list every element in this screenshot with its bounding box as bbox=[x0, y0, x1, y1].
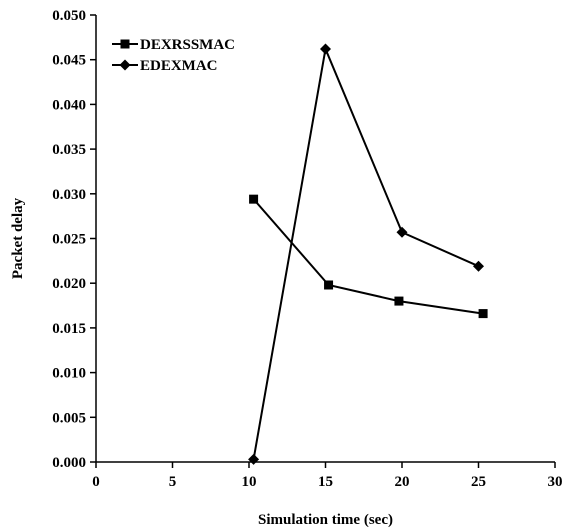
legend-marker bbox=[120, 39, 130, 49]
data-point bbox=[324, 280, 334, 290]
y-tick-label: 0.005 bbox=[52, 410, 86, 426]
data-point bbox=[473, 260, 484, 272]
x-tick-label: 20 bbox=[395, 474, 410, 490]
data-point bbox=[394, 296, 404, 306]
data-point bbox=[248, 453, 260, 465]
legend-label: DEXRSSMAC bbox=[140, 37, 235, 53]
data-point bbox=[249, 194, 259, 204]
x-tick-label: 30 bbox=[548, 474, 563, 490]
x-tick-label: 0 bbox=[92, 474, 100, 490]
series-line bbox=[252, 45, 479, 460]
y-tick-label: 0.045 bbox=[52, 53, 86, 69]
axes bbox=[95, 15, 555, 463]
legend-item: DEXRSSMAC bbox=[112, 37, 235, 53]
y-tick-label: 0.025 bbox=[52, 232, 86, 248]
data-point bbox=[320, 43, 331, 55]
legend-item: EDEXMAC bbox=[112, 58, 218, 74]
x-tick-label: 5 bbox=[169, 474, 177, 490]
series-group bbox=[248, 43, 488, 465]
x-tick-label: 25 bbox=[471, 474, 486, 490]
legend-label: EDEXMAC bbox=[140, 58, 218, 74]
data-point bbox=[478, 309, 488, 319]
x-tick-label: 15 bbox=[318, 474, 333, 490]
y-tick-label: 0.050 bbox=[52, 8, 86, 24]
data-point bbox=[396, 226, 408, 238]
series-dexrssmac bbox=[249, 194, 488, 319]
y-tick-label: 0.030 bbox=[52, 187, 86, 203]
x-axis-title: Simulation time (sec) bbox=[258, 512, 393, 528]
ticks: 0.000 0.005 0.010 0.015 0.020 0.025 0.030 0.035… bbox=[52, 8, 562, 490]
y-tick-label: 0.015 bbox=[52, 321, 86, 337]
legend-marker bbox=[119, 59, 131, 71]
y-tick-label: 0.000 bbox=[52, 455, 86, 471]
x-tick-label: 10 bbox=[242, 474, 257, 490]
y-tick-label: 0.020 bbox=[52, 276, 86, 292]
series-edexmac bbox=[248, 43, 484, 465]
y-axis-title: Packet delay bbox=[10, 197, 26, 279]
y-tick-label: 0.040 bbox=[52, 97, 86, 113]
series-line bbox=[252, 198, 484, 315]
y-tick-label: 0.035 bbox=[52, 142, 86, 158]
y-tick-label: 0.010 bbox=[52, 366, 86, 382]
legend: DEXRSSMAC EDEXMAC bbox=[112, 37, 235, 74]
